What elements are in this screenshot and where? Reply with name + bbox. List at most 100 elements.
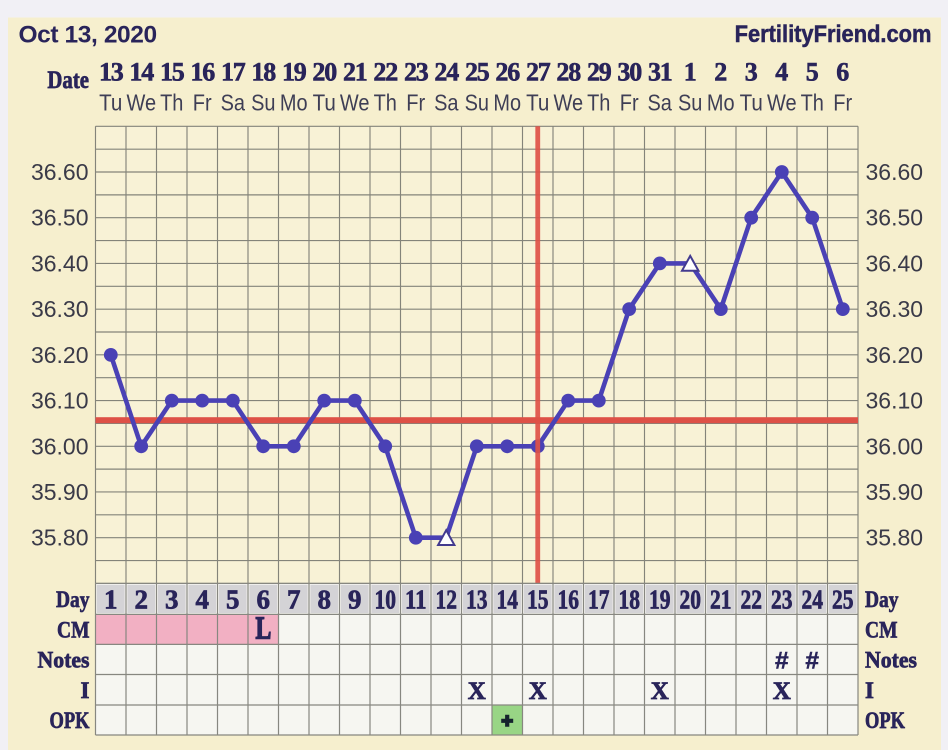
svg-text:Th: Th	[160, 89, 183, 115]
svg-text:13: 13	[99, 57, 124, 86]
svg-text:Mo: Mo	[280, 89, 308, 115]
svg-text:OPK: OPK	[50, 708, 90, 733]
svg-text:22: 22	[373, 57, 397, 86]
svg-text:L: L	[256, 610, 272, 646]
svg-text:28: 28	[556, 57, 581, 86]
svg-text:Day: Day	[865, 587, 899, 612]
svg-text:Day: Day	[56, 587, 90, 612]
svg-text:3: 3	[745, 57, 758, 86]
svg-text:Mo: Mo	[493, 89, 521, 115]
svg-text:10: 10	[374, 585, 396, 615]
svg-text:I: I	[81, 678, 90, 703]
svg-text:Notes: Notes	[38, 648, 90, 673]
svg-text:21: 21	[710, 585, 732, 615]
svg-text:7: 7	[287, 585, 301, 615]
svg-text:Date: Date	[47, 67, 89, 94]
svg-text:35.90: 35.90	[31, 479, 89, 505]
svg-text:23: 23	[404, 57, 429, 86]
svg-text:36.00: 36.00	[31, 433, 89, 459]
svg-text:X: X	[651, 678, 669, 705]
svg-text:We: We	[767, 89, 797, 115]
svg-text:Fr: Fr	[406, 89, 425, 115]
svg-text:FertilityFriend.com: FertilityFriend.com	[735, 20, 932, 47]
svg-text:OPK: OPK	[865, 708, 905, 733]
svg-text:CM: CM	[57, 617, 90, 642]
svg-text:8: 8	[317, 585, 331, 615]
svg-text:14: 14	[129, 57, 154, 86]
svg-text:31: 31	[648, 57, 672, 86]
svg-text:24: 24	[434, 57, 459, 86]
svg-text:17: 17	[588, 585, 610, 615]
svg-text:We: We	[554, 89, 584, 115]
svg-text:17: 17	[221, 57, 246, 86]
svg-text:21: 21	[343, 57, 367, 86]
svg-text:12: 12	[435, 585, 457, 615]
svg-text:We: We	[127, 89, 157, 115]
svg-text:36.50: 36.50	[31, 205, 89, 231]
svg-text:#: #	[775, 647, 789, 674]
svg-text:Fr: Fr	[833, 89, 852, 115]
svg-text:Th: Th	[587, 89, 610, 115]
svg-text:14: 14	[496, 585, 518, 615]
svg-text:Fr: Fr	[193, 89, 212, 115]
svg-text:23: 23	[771, 585, 793, 615]
svg-text:18: 18	[251, 57, 276, 86]
svg-text:35.80: 35.80	[31, 525, 89, 551]
svg-text:4: 4	[775, 57, 788, 86]
svg-text:Su: Su	[251, 89, 275, 115]
svg-text:Mo: Mo	[707, 89, 735, 115]
svg-text:Oct 13, 2020: Oct 13, 2020	[19, 21, 157, 48]
svg-text:36.30: 36.30	[866, 296, 924, 322]
svg-text:CM: CM	[865, 617, 898, 642]
svg-text:9: 9	[348, 585, 362, 615]
svg-text:35.80: 35.80	[866, 525, 924, 551]
svg-text:36.30: 36.30	[31, 296, 89, 322]
svg-text:Notes: Notes	[865, 648, 917, 673]
svg-text:25: 25	[832, 585, 854, 615]
svg-text:Tu: Tu	[740, 89, 763, 115]
svg-text:24: 24	[801, 585, 823, 615]
svg-text:Th: Th	[374, 89, 397, 115]
svg-text:30: 30	[617, 57, 642, 86]
svg-text:27: 27	[526, 57, 551, 86]
svg-text:I: I	[865, 678, 874, 703]
svg-text:Su: Su	[465, 89, 489, 115]
svg-text:20: 20	[312, 57, 337, 86]
svg-text:29: 29	[587, 57, 612, 86]
svg-text:Tu: Tu	[526, 89, 549, 115]
svg-text:3: 3	[165, 585, 179, 615]
svg-text:Th: Th	[801, 89, 824, 115]
svg-text:25: 25	[465, 57, 490, 86]
svg-text:36.40: 36.40	[31, 250, 89, 276]
svg-text:36.10: 36.10	[31, 388, 89, 414]
svg-text:1: 1	[684, 57, 697, 86]
svg-text:19: 19	[649, 585, 671, 615]
svg-text:Sa: Sa	[221, 89, 246, 115]
svg-text:16: 16	[557, 585, 579, 615]
svg-text:36.00: 36.00	[866, 433, 924, 459]
svg-text:36.60: 36.60	[866, 159, 924, 185]
svg-text:Fr: Fr	[620, 89, 639, 115]
svg-text:15: 15	[527, 585, 549, 615]
svg-text:2: 2	[714, 57, 727, 86]
svg-text:Tu: Tu	[313, 89, 336, 115]
svg-text:6: 6	[256, 585, 270, 615]
svg-text:36.60: 36.60	[31, 159, 89, 185]
svg-text:6: 6	[836, 57, 849, 86]
svg-text:5: 5	[806, 57, 819, 86]
svg-text:13: 13	[466, 585, 488, 615]
svg-text:36.40: 36.40	[866, 250, 924, 276]
svg-text:36.10: 36.10	[866, 388, 924, 414]
svg-text:Su: Su	[678, 89, 702, 115]
svg-text:We: We	[340, 89, 370, 115]
svg-text:22: 22	[740, 585, 762, 615]
svg-text:15: 15	[160, 57, 185, 86]
svg-text:4: 4	[195, 585, 209, 615]
svg-text:X: X	[468, 678, 486, 705]
svg-text:2: 2	[134, 585, 148, 615]
svg-text:X: X	[529, 678, 547, 705]
svg-text:X: X	[773, 678, 791, 705]
svg-text:19: 19	[282, 57, 307, 86]
svg-text:36.20: 36.20	[866, 342, 924, 368]
svg-text:36.20: 36.20	[31, 342, 89, 368]
